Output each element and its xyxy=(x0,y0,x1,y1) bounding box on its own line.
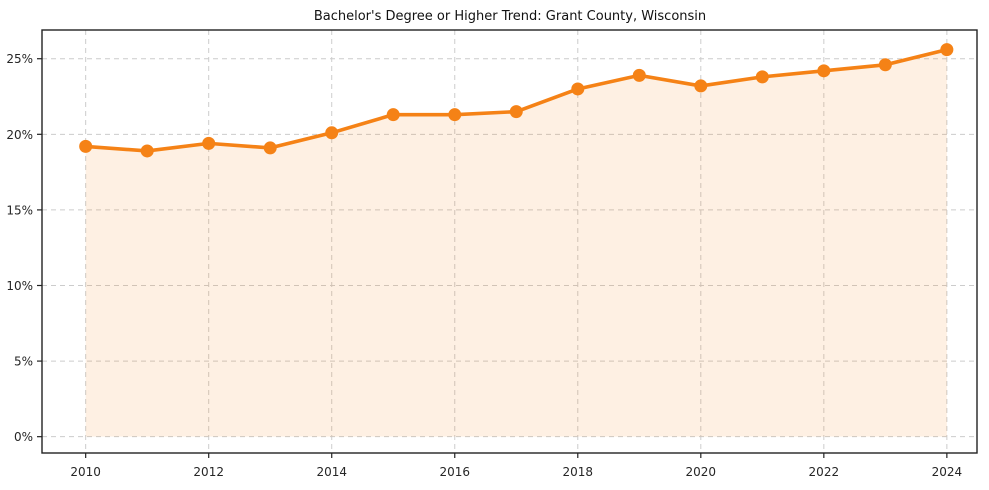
data-point xyxy=(202,136,216,150)
y-tick-label: 5% xyxy=(14,355,33,369)
x-tick-label: 2012 xyxy=(193,465,224,479)
data-point xyxy=(878,58,892,72)
data-point xyxy=(448,108,462,122)
chart-title: Bachelor's Degree or Higher Trend: Grant… xyxy=(314,9,706,24)
data-point xyxy=(571,82,585,96)
x-tick-label: 2020 xyxy=(686,465,717,479)
x-tick-label: 2022 xyxy=(809,465,840,479)
data-point xyxy=(263,141,277,155)
data-point xyxy=(386,108,400,122)
x-tick-label: 2014 xyxy=(316,465,347,479)
data-point xyxy=(79,139,93,153)
x-tick-label: 2024 xyxy=(932,465,963,479)
marker-layer xyxy=(79,43,954,158)
data-point xyxy=(755,70,769,84)
data-point xyxy=(940,43,954,57)
y-tick-label: 0% xyxy=(14,430,33,444)
axes-layer: 2010 2012 2014 2016 2018 2020 2022 2024 0% 5% 10% 1… xyxy=(6,29,978,479)
y-tick-label: 10% xyxy=(6,279,33,293)
data-point xyxy=(140,144,154,158)
data-point xyxy=(325,126,339,140)
y-tick-label: 25% xyxy=(6,52,33,66)
grid-layer xyxy=(42,30,977,453)
y-tick-label: 20% xyxy=(6,128,33,142)
axis-frame xyxy=(41,29,978,454)
data-point xyxy=(509,105,523,119)
area-fill xyxy=(85,49,947,437)
data-point xyxy=(694,79,708,93)
x-tick-label: 2016 xyxy=(439,465,470,479)
area-layer xyxy=(85,49,947,437)
data-point xyxy=(817,64,831,78)
y-tick-label: 15% xyxy=(6,203,33,217)
x-tick-label: 2010 xyxy=(70,465,101,479)
data-point xyxy=(632,68,646,82)
x-tick-label: 2018 xyxy=(563,465,594,479)
